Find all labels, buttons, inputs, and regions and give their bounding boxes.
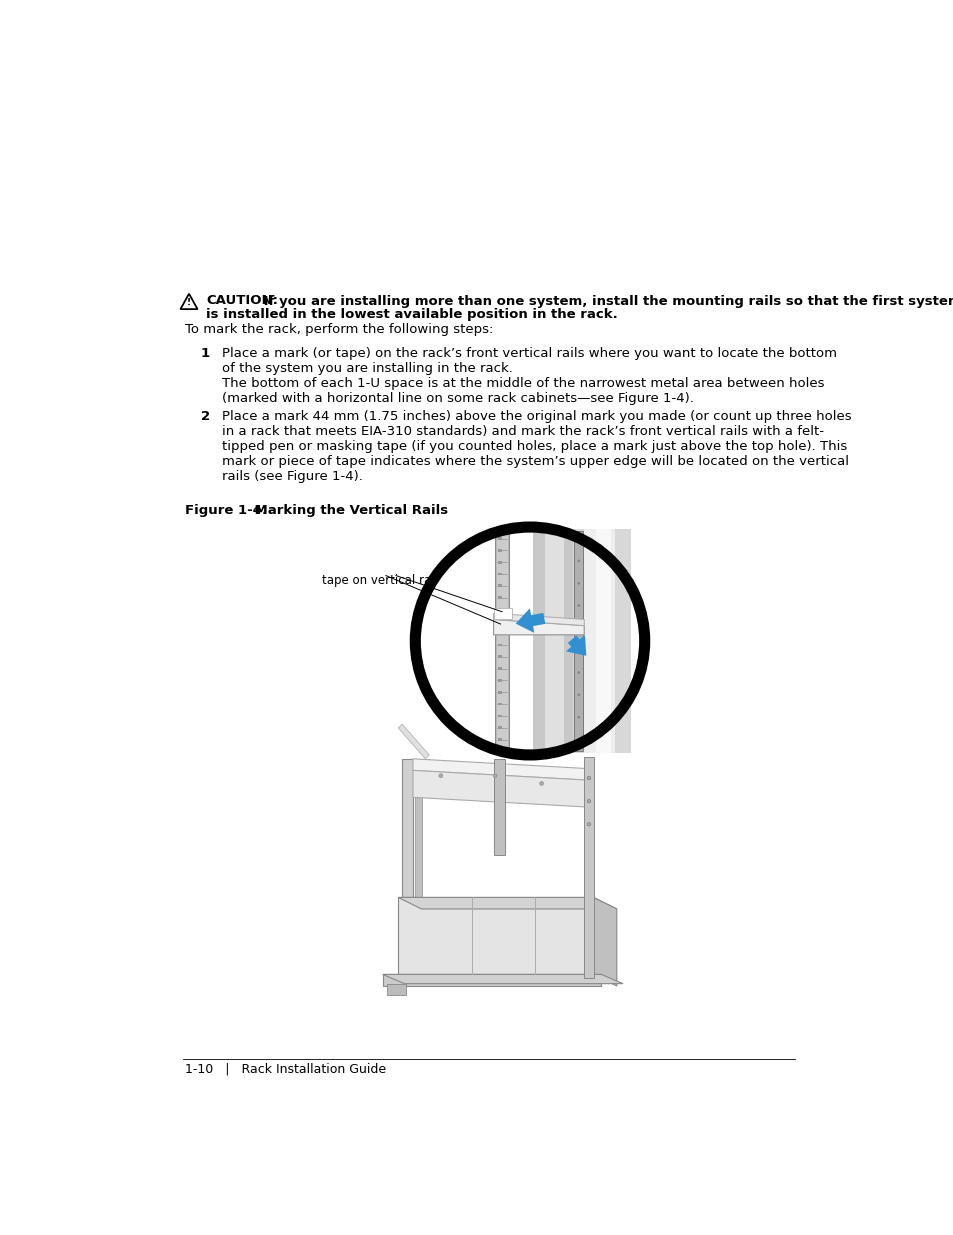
Bar: [596, 529, 611, 753]
Bar: [415, 758, 421, 898]
Bar: [533, 529, 573, 753]
Bar: [544, 529, 563, 753]
Bar: [497, 608, 502, 611]
Circle shape: [577, 671, 579, 674]
Bar: [497, 726, 502, 729]
Text: 1: 1: [200, 347, 210, 359]
Circle shape: [577, 739, 579, 741]
Bar: [497, 739, 502, 741]
FancyArrowPatch shape: [565, 635, 586, 656]
Text: CAUTION:: CAUTION:: [206, 294, 277, 308]
Circle shape: [539, 782, 543, 785]
Bar: [397, 898, 593, 974]
Text: Marking the Vertical Rails: Marking the Vertical Rails: [235, 504, 447, 517]
Bar: [497, 597, 502, 599]
Bar: [497, 656, 502, 658]
Polygon shape: [397, 724, 429, 758]
Bar: [583, 529, 615, 753]
Polygon shape: [413, 771, 592, 808]
Bar: [497, 531, 507, 751]
Circle shape: [438, 774, 442, 778]
Bar: [497, 703, 502, 705]
Bar: [497, 679, 502, 682]
Text: 2: 2: [200, 410, 210, 424]
Text: Place a mark 44 mm (1.75 inches) above the original mark you made (or count up t: Place a mark 44 mm (1.75 inches) above t…: [221, 410, 850, 483]
Circle shape: [577, 604, 579, 606]
Circle shape: [577, 648, 579, 652]
Circle shape: [587, 823, 590, 826]
Text: !: !: [187, 298, 191, 306]
Text: Place a mark (or tape) on the rack’s front vertical rails where you want to loca: Place a mark (or tape) on the rack’s fro…: [221, 347, 836, 375]
Polygon shape: [413, 758, 592, 781]
Circle shape: [577, 694, 579, 697]
Bar: [497, 667, 502, 671]
Circle shape: [577, 626, 579, 630]
Bar: [382, 974, 600, 986]
Text: The bottom of each 1-U space is at the middle of the narrowest metal area betwee: The bottom of each 1-U space is at the m…: [221, 377, 823, 405]
Circle shape: [493, 774, 497, 778]
Bar: [386, 984, 406, 995]
Polygon shape: [382, 974, 622, 983]
Bar: [497, 573, 502, 576]
Polygon shape: [402, 898, 456, 916]
Circle shape: [577, 582, 579, 584]
Bar: [497, 632, 502, 635]
Bar: [497, 643, 502, 646]
Circle shape: [587, 799, 590, 803]
Bar: [497, 715, 502, 718]
Bar: [497, 561, 502, 563]
Bar: [574, 531, 583, 751]
Text: 1-10   |   Rack Installation Guide: 1-10 | Rack Installation Guide: [185, 1062, 386, 1076]
Circle shape: [587, 777, 590, 779]
Polygon shape: [493, 614, 583, 626]
Bar: [583, 757, 593, 978]
FancyArrowPatch shape: [516, 609, 545, 632]
Text: To mark the rack, perform the following steps:: To mark the rack, perform the following …: [185, 324, 493, 336]
Text: tape on vertical rail: tape on vertical rail: [322, 574, 437, 587]
Text: Figure 1-4.: Figure 1-4.: [185, 504, 267, 517]
Circle shape: [577, 559, 579, 562]
Polygon shape: [397, 898, 617, 909]
Polygon shape: [493, 620, 583, 635]
Circle shape: [418, 530, 641, 752]
Circle shape: [577, 537, 579, 540]
Bar: [497, 620, 502, 622]
Bar: [572, 529, 630, 753]
Bar: [493, 758, 505, 855]
Polygon shape: [493, 608, 512, 620]
Text: is installed in the lowest available position in the rack.: is installed in the lowest available pos…: [206, 308, 618, 321]
Bar: [497, 550, 502, 552]
Polygon shape: [593, 898, 617, 986]
Bar: [402, 758, 413, 898]
Bar: [497, 537, 502, 540]
Bar: [497, 690, 502, 694]
Circle shape: [577, 716, 579, 719]
Text: If you are installing more than one system, install the mounting rails so that t: If you are installing more than one syst…: [259, 294, 953, 308]
Bar: [497, 584, 502, 588]
Bar: [495, 531, 509, 751]
